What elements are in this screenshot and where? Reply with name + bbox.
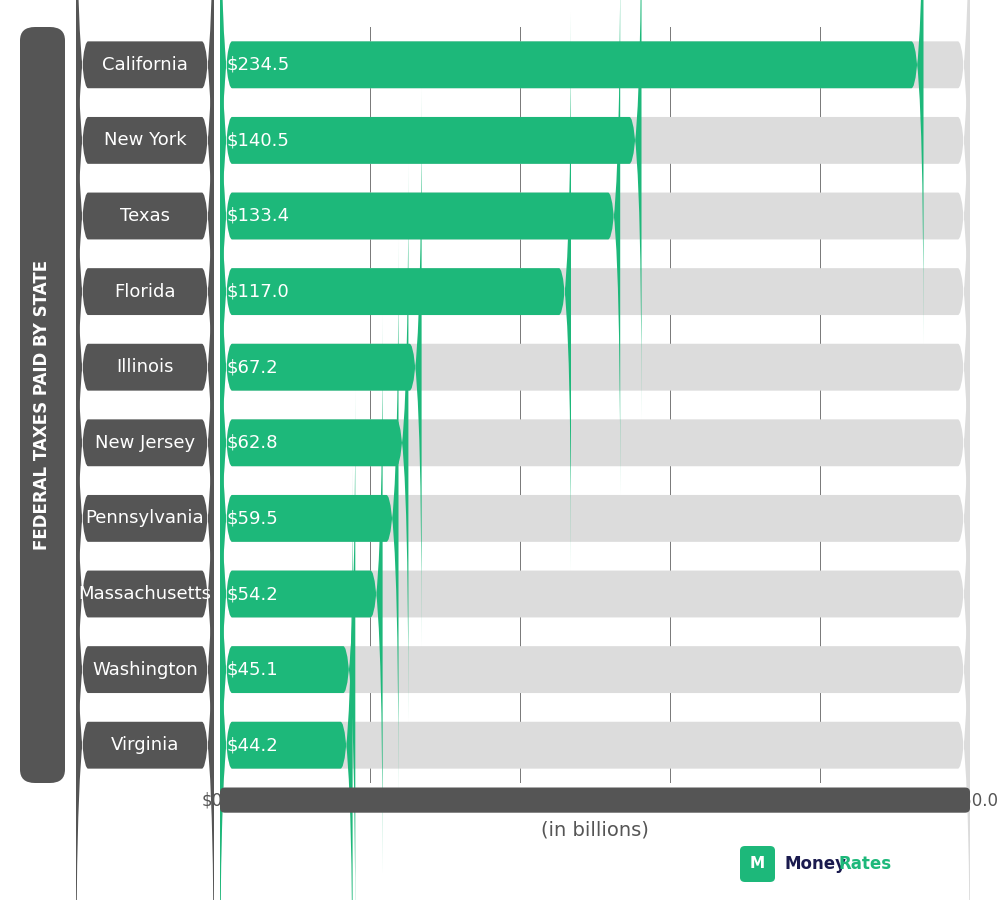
FancyBboxPatch shape	[220, 0, 970, 419]
Text: Money: Money	[785, 855, 847, 873]
FancyBboxPatch shape	[220, 239, 970, 797]
FancyBboxPatch shape	[220, 315, 383, 873]
FancyBboxPatch shape	[220, 315, 970, 873]
FancyBboxPatch shape	[76, 88, 214, 646]
FancyBboxPatch shape	[220, 13, 571, 571]
Text: $234.5: $234.5	[226, 56, 289, 74]
X-axis label: (in billions): (in billions)	[541, 821, 649, 840]
FancyBboxPatch shape	[220, 0, 924, 344]
FancyBboxPatch shape	[220, 466, 353, 900]
FancyBboxPatch shape	[220, 239, 398, 797]
Text: Illinois: Illinois	[116, 358, 174, 376]
FancyBboxPatch shape	[220, 88, 970, 646]
Text: Virginia: Virginia	[111, 736, 179, 754]
FancyBboxPatch shape	[76, 164, 214, 722]
Text: $62.8: $62.8	[226, 434, 278, 452]
Text: $44.2: $44.2	[226, 736, 278, 754]
FancyBboxPatch shape	[220, 88, 422, 646]
FancyBboxPatch shape	[220, 0, 642, 419]
Text: $54.2: $54.2	[226, 585, 278, 603]
FancyBboxPatch shape	[220, 466, 970, 900]
FancyBboxPatch shape	[76, 466, 214, 900]
FancyBboxPatch shape	[76, 0, 214, 344]
FancyBboxPatch shape	[76, 0, 214, 419]
FancyBboxPatch shape	[76, 13, 214, 571]
FancyBboxPatch shape	[220, 391, 970, 900]
FancyBboxPatch shape	[76, 0, 214, 495]
FancyBboxPatch shape	[76, 239, 214, 797]
Text: Florida: Florida	[114, 283, 176, 301]
FancyBboxPatch shape	[220, 391, 355, 900]
Text: $67.2: $67.2	[226, 358, 278, 376]
FancyBboxPatch shape	[76, 315, 214, 873]
Text: California: California	[102, 56, 188, 74]
FancyBboxPatch shape	[220, 0, 970, 495]
FancyBboxPatch shape	[220, 0, 620, 495]
Text: $117.0: $117.0	[226, 283, 289, 301]
Text: Texas: Texas	[120, 207, 170, 225]
Text: Pennsylvania: Pennsylvania	[86, 509, 204, 527]
Text: $140.5: $140.5	[226, 131, 289, 149]
Text: Washington: Washington	[92, 661, 198, 679]
Text: M: M	[750, 857, 765, 871]
Text: New York: New York	[104, 131, 186, 149]
FancyBboxPatch shape	[220, 164, 408, 722]
FancyBboxPatch shape	[220, 13, 970, 571]
Text: Rates: Rates	[838, 855, 891, 873]
Text: New Jersey: New Jersey	[95, 434, 195, 452]
Text: $45.1: $45.1	[226, 661, 278, 679]
Text: $133.4: $133.4	[226, 207, 289, 225]
Text: FEDERAL TAXES PAID BY STATE: FEDERAL TAXES PAID BY STATE	[33, 260, 52, 550]
FancyBboxPatch shape	[220, 0, 970, 344]
FancyBboxPatch shape	[220, 164, 970, 722]
FancyBboxPatch shape	[76, 391, 214, 900]
Text: $59.5: $59.5	[226, 509, 278, 527]
Text: Massachusetts: Massachusetts	[78, 585, 212, 603]
